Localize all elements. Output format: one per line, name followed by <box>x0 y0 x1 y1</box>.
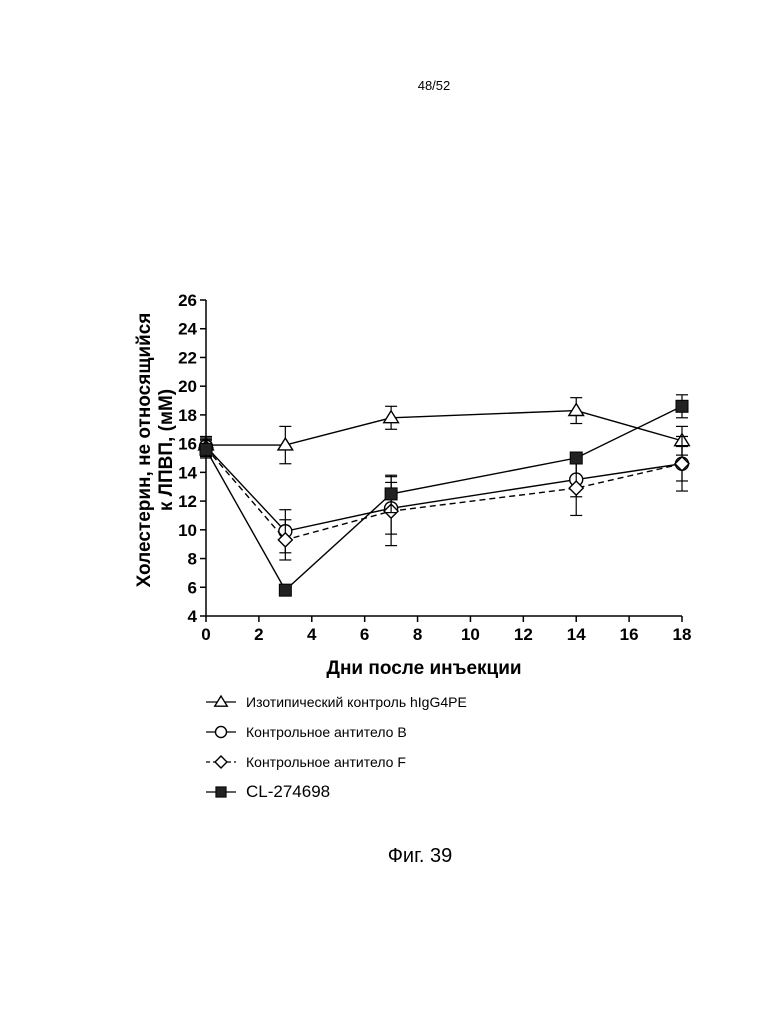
y-axis-label: Холестерин, не относящийся к ЛПВП, (мМ) <box>134 313 177 588</box>
legend-label: Контрольное антитело F <box>246 754 406 770</box>
x-tick-label: 18 <box>673 625 692 644</box>
y-tick-label: 24 <box>178 320 197 339</box>
legend-marker-triangle <box>215 696 227 706</box>
y-axis-label-line-1: Холестерин, не относящийся <box>134 313 155 588</box>
x-tick-label: 8 <box>413 625 422 644</box>
y-tick-label: 6 <box>188 578 197 597</box>
data-point-square <box>279 584 291 596</box>
x-tick-label: 12 <box>514 625 533 644</box>
legend-label: Изотипический контроль hIgG4PE <box>246 694 467 710</box>
x-tick-label: 10 <box>461 625 480 644</box>
y-tick-label: 16 <box>178 435 197 454</box>
line-chart: Холестерин, не относящийся к ЛПВП, (мМ) … <box>110 280 710 820</box>
data-point-square <box>200 443 212 455</box>
y-tick-label: 12 <box>178 492 197 511</box>
legend-marker-diamond <box>215 756 227 768</box>
legend-label: Контрольное антитело В <box>246 724 407 740</box>
legend-label: CL-274698 <box>246 782 330 801</box>
y-tick-label: 4 <box>188 607 198 626</box>
series-layer <box>199 395 690 596</box>
x-tick-label: 16 <box>620 625 639 644</box>
y-tick-label: 8 <box>188 550 197 569</box>
data-point-square <box>570 452 582 464</box>
y-axis-label-line-2: к ЛПВП, (мМ) <box>156 389 177 511</box>
legend-marker-square <box>216 787 226 797</box>
axes: 468101214161820222426024681012141618 <box>178 291 691 644</box>
legend-item: Контрольное антитело В <box>206 724 407 740</box>
x-tick-label: 0 <box>201 625 210 644</box>
y-tick-label: 10 <box>178 521 197 540</box>
legend-item: CL-274698 <box>206 782 330 801</box>
y-tick-label: 18 <box>178 406 197 425</box>
chart-figure: Холестерин, не относящийся к ЛПВП, (мМ) … <box>110 280 710 820</box>
page-number: 48/52 <box>0 78 780 93</box>
legend-item: Контрольное антитело F <box>206 754 406 770</box>
y-tick-label: 14 <box>178 463 197 482</box>
legend-item: Изотипический контроль hIgG4PE <box>206 694 467 710</box>
legend-marker-circle <box>215 726 226 737</box>
data-point-triangle <box>569 404 584 416</box>
y-tick-label: 20 <box>178 377 197 396</box>
data-point-square <box>385 488 397 500</box>
legend: Изотипический контроль hIgG4PE Контрольно… <box>206 694 467 801</box>
x-tick-label: 4 <box>307 625 317 644</box>
data-point-square <box>676 400 688 412</box>
series-line-triangle <box>206 411 682 445</box>
series-line-diamond <box>206 448 682 540</box>
figure-caption: Фиг. 39 <box>0 845 780 868</box>
y-tick-label: 22 <box>178 348 197 367</box>
x-tick-label: 14 <box>567 625 586 644</box>
x-tick-label: 2 <box>254 625 263 644</box>
series-diamond <box>199 436 689 560</box>
x-tick-label: 6 <box>360 625 369 644</box>
series-line-square <box>206 406 682 590</box>
series-square <box>200 395 688 596</box>
x-axis-label: Дни после инъекции <box>326 658 521 679</box>
y-tick-label: 26 <box>178 291 197 310</box>
series-triangle <box>199 398 690 464</box>
data-point-triangle <box>384 411 399 423</box>
series-line-circle <box>206 447 682 532</box>
series-circle <box>200 438 689 553</box>
